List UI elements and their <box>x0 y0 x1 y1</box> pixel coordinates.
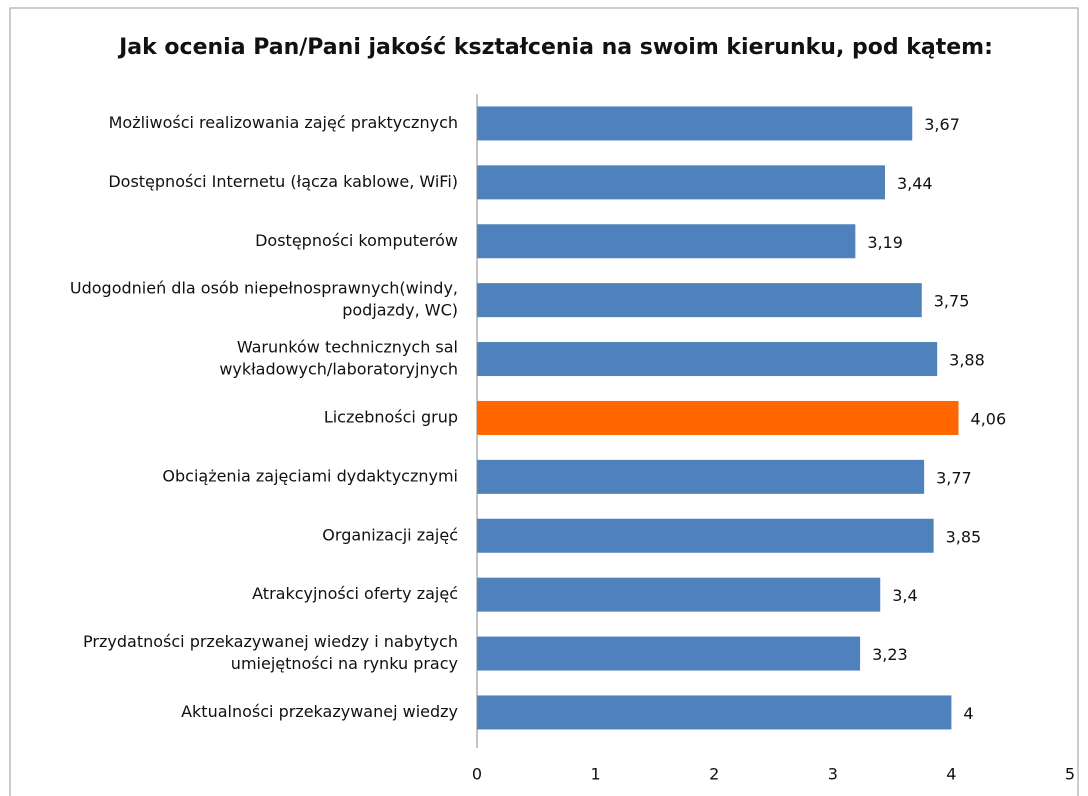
x-tick-label: 1 <box>591 765 601 784</box>
y-tick-label: Liczebności grup <box>324 407 458 426</box>
y-tick-label: podjazdy, WC) <box>342 301 458 320</box>
bar <box>477 577 881 612</box>
x-tick-label: 5 <box>1065 765 1075 784</box>
data-label: 3,44 <box>897 174 933 193</box>
y-tick-label: Przydatności przekazywanej wiedzy i naby… <box>83 632 458 651</box>
y-tick-label: Organizacji zajęć <box>322 525 458 544</box>
x-tick-label: 0 <box>472 765 482 784</box>
y-tick-label: Dostępności komputerów <box>255 231 458 250</box>
x-tick-label: 4 <box>946 765 956 784</box>
y-tick-label: wykładowych/laboratoryjnych <box>219 360 458 379</box>
bar <box>477 165 885 200</box>
y-tick-label: Możliwości realizowania zajęć praktyczny… <box>109 113 458 132</box>
bar <box>477 636 861 671</box>
bar <box>477 518 934 553</box>
x-tick-label: 2 <box>709 765 719 784</box>
bar <box>477 459 925 494</box>
bar <box>477 400 959 435</box>
bar <box>477 283 922 318</box>
bar <box>477 342 938 377</box>
chart-title: Jak ocenia Pan/Pani jakość kształcenia n… <box>117 35 993 60</box>
data-label: 4 <box>963 704 973 723</box>
bar <box>477 695 952 730</box>
y-tick-label: Obciążenia zajęciami dydaktycznymi <box>162 466 458 485</box>
data-label: 3,4 <box>892 586 917 605</box>
data-label: 3,88 <box>949 351 985 370</box>
data-label: 3,77 <box>936 468 972 487</box>
chart-border <box>9 7 1079 796</box>
data-label: 4,06 <box>971 409 1007 428</box>
y-tick-label: Atrakcyjności oferty zajęć <box>252 584 458 603</box>
data-label: 3,85 <box>946 527 982 546</box>
y-tick-label: umiejętności na rynku pracy <box>231 654 458 673</box>
x-tick-label: 3 <box>828 765 838 784</box>
data-label: 3,19 <box>867 233 903 252</box>
data-label: 3,23 <box>872 645 908 664</box>
y-tick-label: Udogodnień dla osób niepełnosprawnych(wi… <box>70 279 458 298</box>
bar <box>477 224 856 259</box>
y-tick-label: Warunków technicznych sal <box>237 338 458 357</box>
y-tick-label: Aktualności przekazywanej wiedzy <box>181 702 458 721</box>
y-tick-label: Dostępności Internetu (łącza kablowe, Wi… <box>108 172 458 191</box>
data-label: 3,75 <box>934 292 970 311</box>
bar <box>477 106 913 141</box>
data-label: 3,67 <box>924 115 960 134</box>
